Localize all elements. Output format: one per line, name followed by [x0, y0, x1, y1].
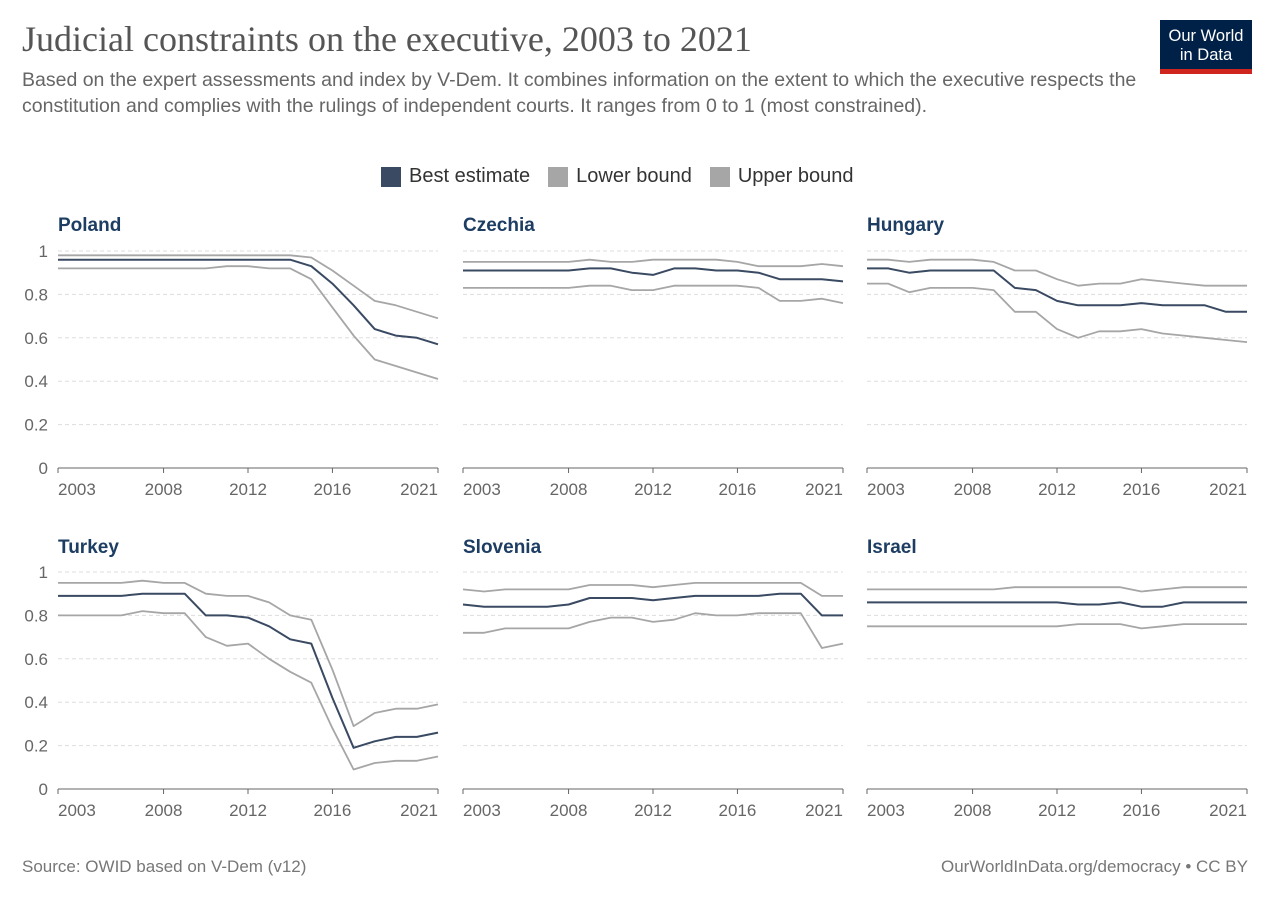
series-line-poland-best-estimate [58, 258, 439, 346]
y-tick-label: 0.8 [24, 606, 48, 625]
x-tick-label: 2016 [719, 801, 757, 820]
x-tick-label: 2008 [145, 801, 183, 820]
x-tick-label: 2016 [314, 801, 352, 820]
logo-line-2: in Data [1179, 46, 1233, 64]
series-line-slovenia-lower-bound [463, 612, 844, 649]
series-line-turkey-best-estimate [58, 592, 439, 749]
x-tick-label: 2003 [463, 801, 501, 820]
x-tick-label: 2008 [550, 801, 588, 820]
x-tick-label: 2003 [58, 801, 96, 820]
x-tick-label: 2012 [1038, 801, 1076, 820]
x-tick-label: 2008 [954, 801, 992, 820]
legend-item-lower-bound[interactable]: Lower bound [548, 165, 692, 188]
legend: Best estimate Lower bound Upper bound [381, 165, 871, 188]
x-tick-label: 2008 [954, 480, 992, 499]
x-tick-label: 2008 [550, 480, 588, 499]
series-line-hungary-lower-bound [867, 282, 1248, 343]
x-tick-label: 2003 [867, 801, 905, 820]
series-line-poland-lower-bound [58, 265, 439, 380]
legend-label-upper-bound: Upper bound [737, 165, 854, 187]
y-tick-label: 0 [39, 459, 48, 478]
y-tick-label: 0.2 [24, 737, 48, 756]
logo-line-1: Our World [1168, 27, 1244, 45]
series-line-poland-upper-bound [58, 254, 439, 320]
x-tick-label: 2016 [719, 480, 757, 499]
series-line-slovenia-best-estimate [462, 592, 843, 617]
x-tick-label: 2016 [1123, 480, 1161, 499]
x-tick-label: 2021 [400, 480, 438, 499]
x-tick-label: 2008 [145, 480, 183, 499]
panel-title-israel: Israel [867, 537, 917, 558]
legend-swatch-lower-bound [548, 166, 569, 187]
legend-label-best-estimate: Best estimate [409, 165, 531, 187]
series-line-israel-best-estimate [867, 601, 1247, 608]
legend-item-best-estimate[interactable]: Best estimate [381, 165, 530, 188]
series-line-turkey-upper-bound [58, 579, 439, 727]
x-tick-label: 2021 [1209, 480, 1247, 499]
x-tick-label: 2012 [634, 480, 672, 499]
x-tick-label: 2012 [229, 801, 267, 820]
y-tick-label: 0.2 [24, 416, 48, 435]
x-tick-label: 2021 [805, 480, 843, 499]
series-line-israel-upper-bound [867, 586, 1247, 593]
x-tick-label: 2021 [805, 801, 843, 820]
owid-logo[interactable]: Our World in Data [1160, 20, 1252, 74]
chart-subtitle: Based on the expert assessments and inde… [22, 69, 1137, 117]
y-tick-label: 0.6 [24, 650, 48, 669]
x-tick-label: 2016 [1123, 801, 1161, 820]
y-tick-label: 0.8 [24, 285, 48, 304]
legend-item-upper-bound[interactable]: Upper bound [709, 165, 854, 188]
panel-title-slovenia: Slovenia [463, 537, 542, 558]
panel-title-poland: Poland [58, 215, 121, 236]
x-tick-label: 2012 [634, 801, 672, 820]
series-line-hungary-best-estimate [867, 267, 1247, 313]
source-note: Source: OWID based on V-Dem (v12) [22, 857, 307, 876]
x-tick-label: 2012 [1038, 480, 1076, 499]
y-tick-label: 0.4 [24, 693, 48, 712]
y-tick-label: 1 [39, 242, 48, 261]
x-tick-label: 2021 [1209, 801, 1247, 820]
x-tick-label: 2016 [314, 480, 352, 499]
credit-link[interactable]: OurWorldInData.org/democracy • CC BY [940, 857, 1248, 876]
series-line-israel-lower-bound [867, 623, 1247, 630]
series-line-czechia-best-estimate [463, 267, 844, 283]
y-tick-label: 0 [39, 780, 48, 799]
panel-title-hungary: Hungary [867, 215, 945, 236]
legend-swatch-best-estimate [381, 166, 401, 187]
x-tick-label: 2003 [58, 480, 96, 499]
panel-title-czechia: Czechia [463, 215, 535, 236]
x-tick-label: 2003 [867, 480, 905, 499]
y-tick-label: 0.4 [24, 372, 48, 391]
x-tick-label: 2003 [463, 480, 501, 499]
series-line-turkey-lower-bound [58, 610, 439, 771]
series-line-czechia-lower-bound [463, 284, 844, 304]
legend-label-lower-bound: Lower bound [576, 165, 692, 187]
y-tick-label: 0.6 [24, 329, 48, 348]
legend-swatch-upper-bound [709, 166, 730, 187]
x-tick-label: 2012 [229, 480, 267, 499]
x-tick-label: 2021 [400, 801, 438, 820]
panel-title-turkey: Turkey [58, 537, 119, 558]
series-line-slovenia-upper-bound [462, 582, 843, 597]
series-line-czechia-upper-bound [463, 258, 844, 268]
series-line-hungary-upper-bound [867, 258, 1247, 287]
chart-title: Judicial constraints on the executive, 2… [22, 19, 752, 59]
y-tick-label: 1 [39, 563, 48, 582]
